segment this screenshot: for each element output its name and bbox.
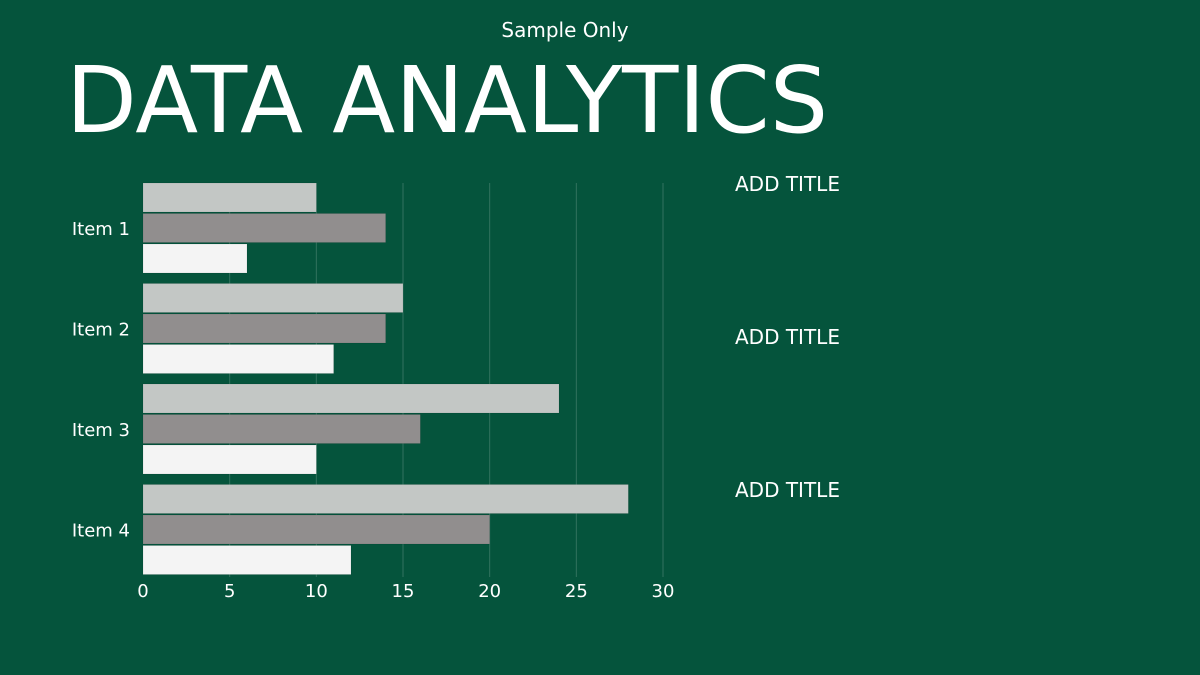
sample-only-label: Sample Only xyxy=(501,18,629,42)
x-tick-label: 0 xyxy=(137,581,148,602)
bar-item-4-series-1 xyxy=(142,484,629,514)
side-title-2: ADD TITLE xyxy=(735,325,840,349)
category-label: Item 3 xyxy=(72,420,130,441)
bar-item-3-series-1 xyxy=(142,383,560,414)
bar-item-2-series-2 xyxy=(142,313,386,344)
x-tick-label: 30 xyxy=(652,581,675,602)
bar-item-3-series-3 xyxy=(142,444,317,475)
page-title: DATA ANALYTICS xyxy=(66,47,829,154)
category-label: Item 2 xyxy=(72,319,130,340)
side-title-1: ADD TITLE xyxy=(735,172,840,196)
bar-item-2-series-1 xyxy=(142,283,404,313)
bar-item-1-series-2 xyxy=(142,213,386,243)
x-tick-label: 15 xyxy=(392,581,415,602)
x-tick-label: 5 xyxy=(224,581,235,602)
bar-item-3-series-2 xyxy=(142,414,421,444)
x-tick-label: 25 xyxy=(565,581,588,602)
bar-item-1-series-1 xyxy=(142,182,317,213)
side-title-3: ADD TITLE xyxy=(735,478,840,502)
x-tick-label: 20 xyxy=(478,581,501,602)
bar-item-4-series-3 xyxy=(142,545,352,575)
bar-item-4-series-2 xyxy=(142,514,490,545)
x-tick-label: 10 xyxy=(305,581,328,602)
category-label: Item 1 xyxy=(72,219,130,240)
bar-item-2-series-3 xyxy=(142,344,334,374)
chart-labels: 0 5 10 15 20 25 30 Item 1 Item 2 Item 3 Item 4 xyxy=(72,219,675,602)
category-label: Item 4 xyxy=(72,520,130,541)
bar-item-1-series-3 xyxy=(142,243,248,274)
chart-bars xyxy=(142,182,629,575)
